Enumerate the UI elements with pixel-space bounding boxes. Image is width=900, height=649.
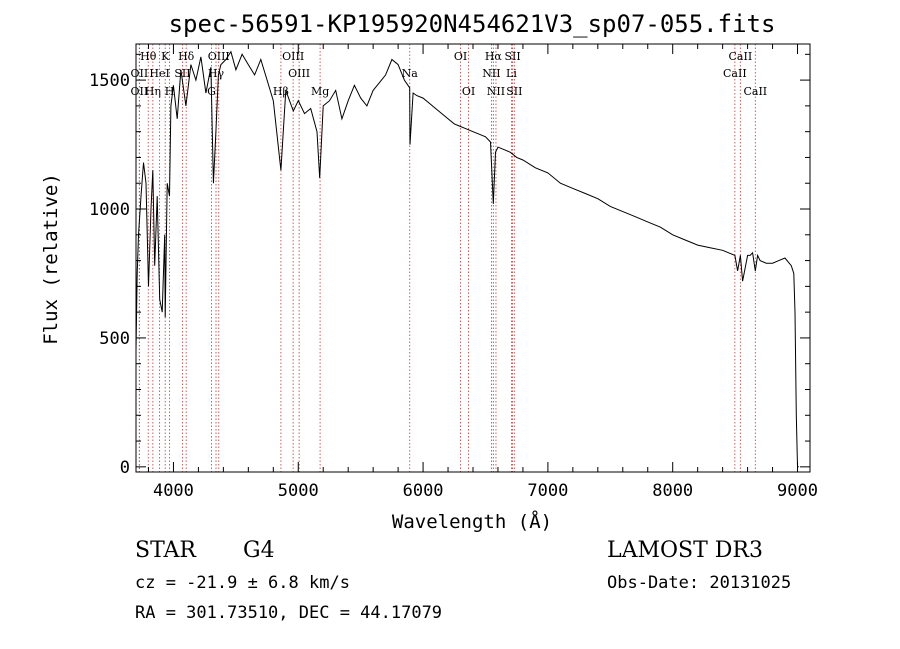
x-axis-label: Wavelength (Å) [392,510,552,533]
y-tick-label-500: 500 [99,329,130,349]
line-label-13: OIII [288,67,310,80]
spectrum-line [135,50,799,468]
line-label-2: Hδ [178,50,195,63]
line-label-0: Hθ [140,50,157,63]
line-label-1: K [161,50,170,63]
line-label-15: Mg [311,85,329,98]
line-label-25: CaII [729,50,753,63]
line-label-24: SII [506,85,522,98]
line-label-8: H [165,85,175,98]
line-label-16: Na [402,67,419,80]
line-label-27: CaII [743,85,767,98]
line-label-20: SII [504,50,520,63]
subclass: G4 [243,538,275,563]
y-tick-label-1500: 1500 [89,71,130,91]
line-label-14: Hβ [273,85,289,98]
x-tick-label-6000: 6000 [403,481,444,501]
x-tick-label-7000: 7000 [527,481,568,501]
chart-title: spec-56591-KP195920N454621V3_sp07-055.fi… [169,10,776,38]
line-label-6: OII [131,85,149,98]
line-label-18: OI [462,85,475,98]
x-axis: 4000 5000 6000 7000 8000 9000 [147,44,818,501]
x-tick-label-8000: 8000 [652,481,693,501]
y-axis-label: Flux (relative) [40,173,62,345]
line-label-5: SII [174,67,190,80]
line-label-26: CaII [723,67,747,80]
x-tick-label-9000: 9000 [777,481,818,501]
object-type: STAR [135,538,196,563]
line-label-17: OI [454,50,467,63]
x-tick-label-5000: 5000 [278,481,319,501]
line-label-12: OIII [282,50,304,63]
observation-date: Obs-Date: 20131025 [607,573,792,593]
x-tick-label-4000: 4000 [153,481,194,501]
line-label-23: NII [487,85,505,98]
coordinates: RA = 301.73510, DEC = 44.17079 [135,603,443,623]
line-label-9: OIII [208,50,230,63]
line-label-7: Hη [145,85,161,98]
y-tick-label-0: 0 [120,458,130,478]
spectral-line-markers [138,44,756,472]
line-label-21: NII [482,67,500,80]
y-tick-label-1000: 1000 [89,200,130,220]
plot-frame [135,43,811,473]
line-label-19: Hα [485,50,503,63]
line-label-10: Hγ [208,67,225,80]
line-label-3: OII [131,67,149,80]
line-label-22: Li [506,67,517,80]
redshift-velocity: cz = -21.9 ± 6.8 km/s [135,573,350,593]
line-label-4: HeI [149,67,169,80]
survey-name: LAMOST DR3 [607,538,763,563]
y-axis: 0 500 1000 1500 [89,53,810,478]
spectrum-series [135,50,799,468]
